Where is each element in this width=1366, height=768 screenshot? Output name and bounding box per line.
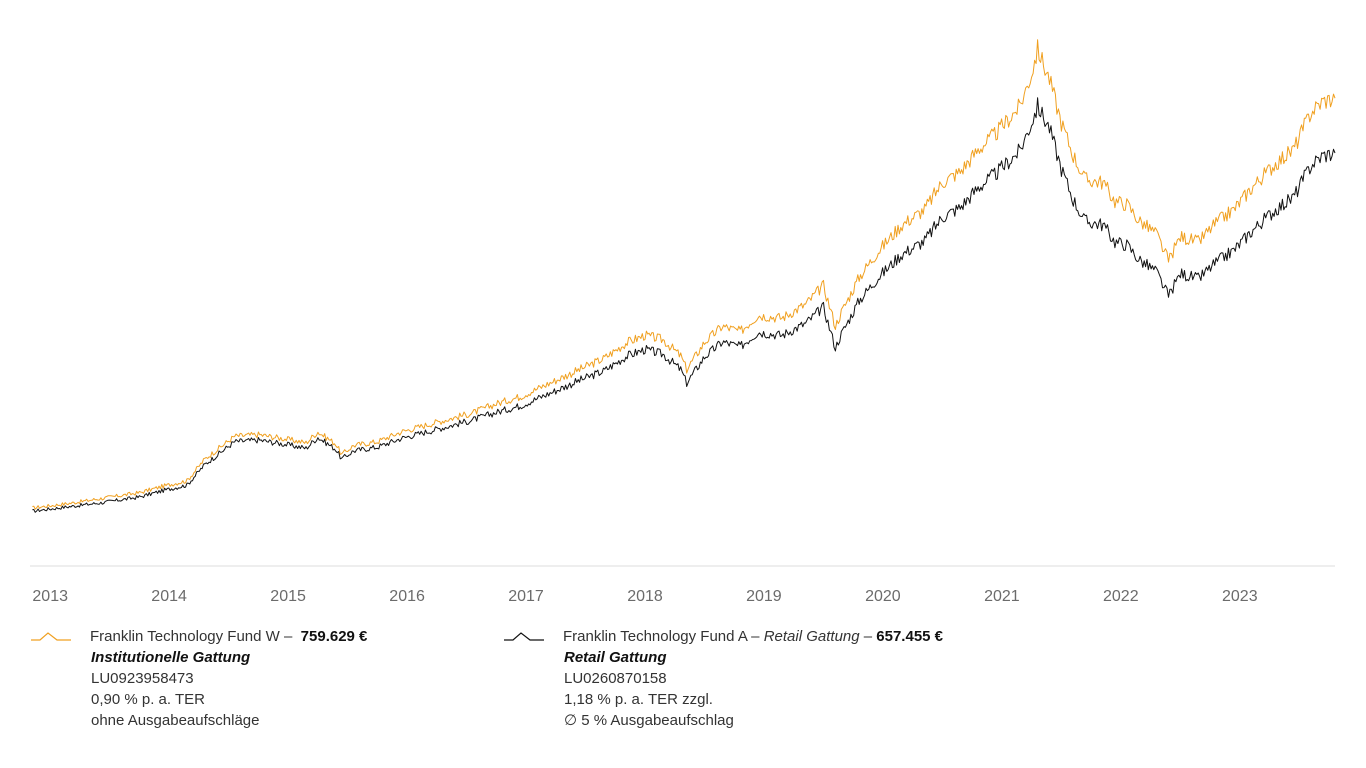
series-layer <box>32 39 1336 513</box>
legend-w-value: 759.629 € <box>300 628 368 645</box>
x-tick-label-2019: 2019 <box>746 588 782 605</box>
legend-a-class-label: Retail Gattung <box>564 649 667 666</box>
x-tick-label-2014: 2014 <box>151 588 187 605</box>
x-tick-label-2022: 2022 <box>1103 588 1139 605</box>
legend-w-name: Franklin Technology Fund W – <box>90 628 293 645</box>
legend-w-fee: ohne Ausgabeaufschläge <box>91 712 260 729</box>
legend-fund-w: Franklin Technology Fund W – 759.629 € I… <box>30 626 367 731</box>
legend-w-ter: 0,90 % p. a. TER <box>91 691 205 708</box>
x-tick-label-2017: 2017 <box>508 588 544 605</box>
legend-w-isin: LU0923958473 <box>91 670 194 687</box>
legend-w-class-label: Institutionelle Gattung <box>91 649 251 666</box>
x-tick-label-2013: 2013 <box>32 588 68 605</box>
x-tick-label-2021: 2021 <box>984 588 1020 605</box>
x-axis-ticks: 2013 2014 2015 2016 2017 2018 2019 2020 2021 2022… <box>32 588 1257 605</box>
line-chart: 2013 2014 2015 2016 2017 2018 2019 2020 2021 2022… <box>30 39 1336 605</box>
x-tick-label-2023: 2023 <box>1222 588 1258 605</box>
x-tick-label-2018: 2018 <box>627 588 663 605</box>
legend-swatch-w <box>31 631 71 641</box>
series-line-fund-w <box>32 39 1336 510</box>
legend-a-isin: LU0260870158 <box>564 670 667 687</box>
legend-fund-a: Franklin Technology Fund A – Retail Gatt… <box>503 626 943 731</box>
legend-a-separator: – <box>863 628 873 645</box>
x-tick-label-2020: 2020 <box>865 588 901 605</box>
x-tick-label-2016: 2016 <box>389 588 425 605</box>
legend-a-ter: 1,18 % p. a. TER zzgl. <box>564 691 713 708</box>
legend-a-fee: ∅ 5 % Ausgabeaufschlag <box>564 712 734 729</box>
legend-a-name: Franklin Technology Fund A – <box>563 628 760 645</box>
legend-a-name-italic: Retail Gattung <box>763 628 860 645</box>
legend-a-value: 657.455 € <box>876 628 944 645</box>
x-tick-label-2015: 2015 <box>270 588 306 605</box>
series-line-fund-a <box>32 97 1336 513</box>
legend-swatch-a <box>504 631 544 641</box>
